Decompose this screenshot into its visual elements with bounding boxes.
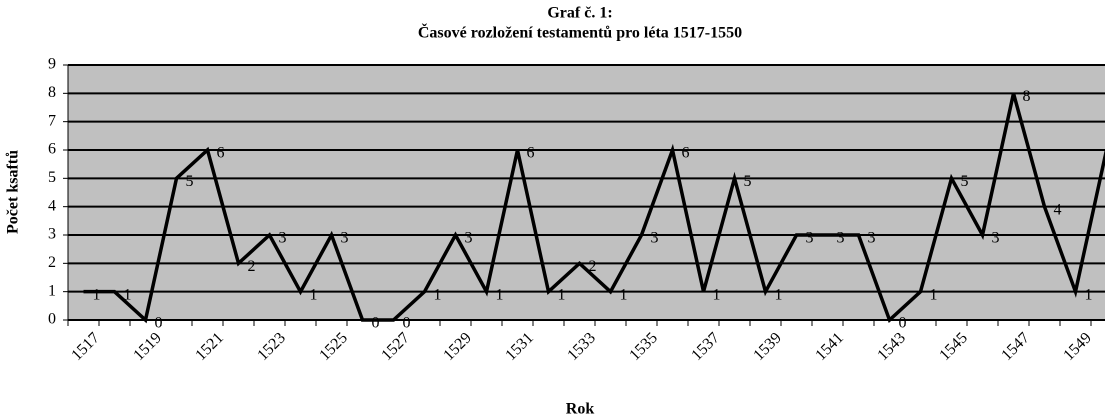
data-label: 1 (1085, 286, 1093, 303)
y-tick-label: 7 (48, 112, 56, 129)
data-label: 4 (1054, 201, 1062, 218)
data-label: 0 (372, 315, 380, 332)
data-label: 1 (496, 286, 504, 303)
data-label: 5 (744, 173, 752, 190)
x-tick-label: 1547 (998, 329, 1033, 364)
data-label: 0 (403, 315, 411, 332)
data-label: 3 (806, 230, 814, 247)
y-tick-label: 4 (48, 197, 56, 214)
data-label: 2 (248, 258, 256, 275)
y-tick-label: 5 (48, 169, 56, 186)
data-label: 0 (155, 315, 163, 332)
data-label: 6 (217, 145, 225, 162)
data-label: 0 (899, 315, 907, 332)
data-label: 3 (651, 230, 659, 247)
x-tick-label: 1535 (626, 329, 661, 364)
data-label: 2 (589, 258, 597, 275)
x-tick-label: 1527 (378, 329, 413, 364)
chart-subtitle: Časové rozložení testamentů pro léta 151… (418, 23, 742, 42)
data-label: 1 (713, 286, 721, 303)
plot-area (68, 65, 1105, 320)
data-line (83, 92, 1105, 324)
y-tick-label: 2 (48, 254, 56, 271)
x-tick-label: 1523 (254, 329, 289, 364)
x-tick-label: 1517 (68, 329, 103, 364)
x-tick-label: 1537 (688, 329, 723, 364)
data-label: 5 (186, 173, 194, 190)
data-label: 1 (310, 286, 318, 303)
data-label: 3 (868, 230, 876, 247)
x-tick-label: 1541 (812, 329, 847, 364)
data-label: 1 (93, 286, 101, 303)
data-label: 1 (558, 286, 566, 303)
y-axis-label: Počet ksaftů (5, 150, 22, 234)
data-label: 3 (837, 230, 845, 247)
y-tick-label: 1 (48, 282, 56, 299)
x-tick-label: 1525 (316, 329, 351, 364)
chart-title: Graf č. 1: (547, 5, 612, 22)
data-label: 6 (682, 145, 690, 162)
data-label: 3 (465, 230, 473, 247)
data-label: 1 (434, 286, 442, 303)
data-label: 3 (992, 230, 1000, 247)
x-tick-label: 1539 (750, 329, 785, 364)
y-tick-label: 9 (48, 56, 56, 73)
y-tick-label: 3 (48, 226, 56, 243)
data-label: 8 (1023, 88, 1031, 105)
x-tick-label: 1549 (1060, 329, 1095, 364)
y-tick-label: 0 (48, 311, 56, 328)
data-label: 5 (961, 173, 969, 190)
data-label: 1 (775, 286, 783, 303)
data-label: 1 (930, 286, 938, 303)
x-tick-label: 1543 (874, 329, 909, 364)
x-tick-label: 1533 (564, 329, 599, 364)
data-label: 1 (124, 286, 132, 303)
x-axis-label: Rok (566, 401, 595, 418)
x-tick-label: 1521 (192, 329, 227, 364)
data-label: 6 (527, 145, 535, 162)
y-tick-label: 8 (48, 84, 56, 101)
data-label: 3 (279, 230, 287, 247)
x-tick-label: 1545 (936, 329, 971, 364)
x-tick-label: 1531 (502, 329, 537, 364)
y-tick-label: 6 (48, 141, 56, 158)
data-label: 3 (341, 230, 349, 247)
data-label: 1 (620, 286, 628, 303)
x-tick-label: 1519 (130, 329, 165, 364)
x-tick-label: 1529 (440, 329, 475, 364)
